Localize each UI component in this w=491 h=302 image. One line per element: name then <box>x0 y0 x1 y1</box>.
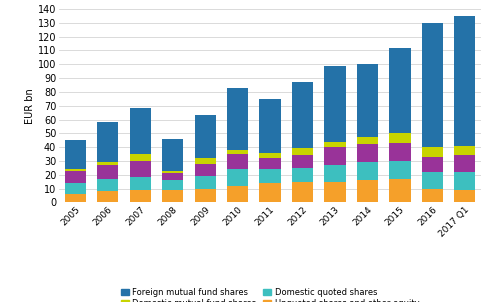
Bar <box>325 66 346 142</box>
Bar <box>357 162 378 180</box>
Bar <box>325 142 346 147</box>
Bar <box>162 190 183 202</box>
Bar <box>357 144 378 162</box>
Bar <box>325 147 346 165</box>
Bar <box>97 179 118 191</box>
Bar <box>422 188 443 202</box>
Bar <box>194 176 216 188</box>
Bar <box>454 190 475 202</box>
Bar <box>357 180 378 202</box>
Bar <box>292 156 313 168</box>
Bar <box>389 161 410 179</box>
Bar <box>130 190 151 202</box>
Bar <box>227 150 248 154</box>
Bar <box>130 161 151 178</box>
Bar <box>260 153 281 158</box>
Bar <box>292 82 313 149</box>
Bar <box>325 165 346 182</box>
Bar <box>292 182 313 202</box>
Bar <box>227 169 248 186</box>
Bar <box>422 23 443 147</box>
Bar <box>260 169 281 183</box>
Bar <box>65 171 86 183</box>
Bar <box>260 99 281 153</box>
Bar <box>227 154 248 169</box>
Bar <box>65 140 86 169</box>
Bar <box>454 172 475 190</box>
Bar <box>389 143 410 161</box>
Bar <box>454 156 475 172</box>
Bar <box>162 180 183 190</box>
Bar <box>227 88 248 150</box>
Bar <box>454 146 475 156</box>
Bar <box>130 108 151 154</box>
Bar <box>260 183 281 202</box>
Bar <box>162 171 183 173</box>
Bar <box>194 188 216 202</box>
Bar <box>422 157 443 172</box>
Bar <box>227 186 248 202</box>
Bar <box>454 16 475 146</box>
Y-axis label: EUR bn: EUR bn <box>25 88 35 124</box>
Bar <box>97 122 118 162</box>
Bar <box>162 139 183 171</box>
Bar <box>389 179 410 202</box>
Bar <box>422 147 443 157</box>
Bar <box>194 115 216 158</box>
Bar <box>97 165 118 179</box>
Bar <box>162 173 183 180</box>
Bar <box>97 191 118 202</box>
Bar <box>389 48 410 133</box>
Bar <box>130 154 151 161</box>
Bar <box>194 158 216 164</box>
Bar <box>194 164 216 176</box>
Bar <box>422 172 443 188</box>
Bar <box>65 169 86 171</box>
Bar <box>130 178 151 190</box>
Bar <box>357 64 378 137</box>
Bar <box>389 133 410 143</box>
Bar <box>325 182 346 202</box>
Bar <box>260 158 281 169</box>
Bar <box>292 168 313 182</box>
Bar <box>65 194 86 202</box>
Bar <box>292 149 313 156</box>
Bar <box>65 183 86 194</box>
Legend: Foreign mutual fund shares, Domestic mutual fund shares, Foreign quoted shares, : Foreign mutual fund shares, Domestic mut… <box>121 288 419 302</box>
Bar <box>97 162 118 165</box>
Bar <box>357 137 378 144</box>
